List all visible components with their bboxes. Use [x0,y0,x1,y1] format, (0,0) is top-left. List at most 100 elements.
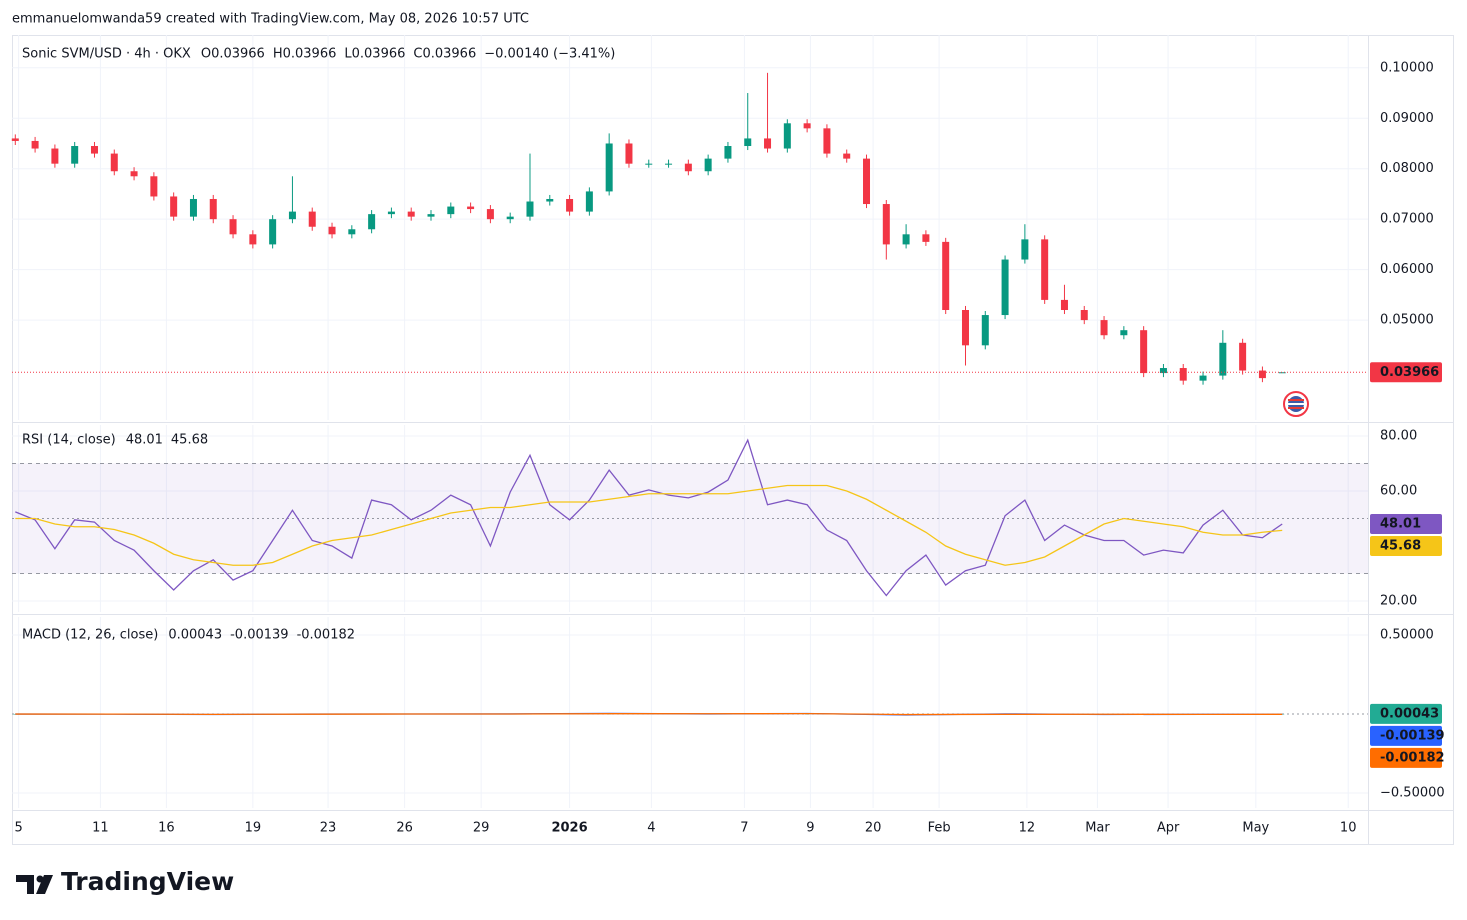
y-tick-label: 0.07000 [1380,212,1434,227]
legend-ohlc-value: 0.03966 [352,47,406,62]
y-tick-label: 0.06000 [1380,262,1434,277]
candle-body [684,163,692,172]
x-tick-label: 4 [647,821,655,836]
candle-body [71,146,79,164]
legend-ohlc-label: C [413,47,422,62]
candle-body [90,146,98,154]
candle-body [269,219,277,245]
candle-body [823,128,831,154]
value-tag-bg [1370,747,1442,768]
candle-body [447,206,455,215]
candle-body [665,163,673,165]
logo-text: TradingView [61,867,234,896]
candle-body [467,206,475,210]
y-tick-label: 0.08000 [1380,161,1434,176]
candle-body [1041,239,1049,300]
candle-body [427,214,435,217]
y-tick-label: 0.50000 [1380,628,1434,643]
x-tick-label: May [1242,821,1269,836]
candle-body [902,234,910,245]
candle-body [1060,299,1068,310]
value-tag: -0.00139 [1380,728,1445,743]
rsi-band [12,463,1368,574]
candle-body [407,211,415,217]
candle-body [368,214,376,230]
value-tag-bg [1370,725,1442,746]
candle-body [942,241,950,310]
candle-body [1080,310,1088,321]
y-tick-label: 0.10000 [1380,60,1434,75]
x-tick-label: 20 [865,821,882,836]
candle-body [229,219,237,235]
x-tick-label: 5 [14,821,22,836]
legend-ohlc-value: 0.03966 [211,47,265,62]
candle-body [150,176,158,197]
candle-body [605,143,613,192]
candle-body [764,138,772,149]
candle-body [882,204,890,245]
candle-body [1001,259,1009,316]
candle-body [308,211,316,227]
candle-body [645,163,653,165]
value-tag: -0.00182 [1380,750,1445,765]
candle-body [51,148,59,164]
candle-body [1140,330,1148,374]
candle-body [744,138,752,147]
candle-body [348,229,356,235]
candle-body [249,234,257,245]
y-tick-label: −0.50000 [1380,785,1445,800]
x-tick-label: Apr [1157,821,1180,836]
candle-body [546,198,554,202]
legend-value: -0.00139 [230,628,288,643]
x-tick-label: 2026 [551,821,587,836]
candle-body [486,209,494,220]
candle-body [288,211,296,220]
x-tick-label: 26 [396,821,413,836]
candle-body [1159,368,1167,374]
candle-body [566,198,574,212]
candle-body [843,153,851,159]
candle-body [11,138,19,141]
x-tick-label: 11 [92,821,109,836]
candle-body [1021,239,1029,260]
y-tick-label: 20.00 [1380,594,1417,609]
candle-body [1239,342,1247,371]
candle-body [625,143,633,164]
candle-body [981,315,989,346]
x-tick-label: 16 [158,821,175,836]
x-tick-label: Feb [928,821,951,836]
x-tick-label: 7 [740,821,748,836]
candle-body [130,171,138,177]
candle-body [1199,375,1207,381]
candle-body [31,140,39,149]
flag-icon [1283,391,1309,417]
frame [12,35,1454,845]
legend-title: MACD (12, 26, close) [22,628,158,643]
legend-ohlc-value: 0.03966 [283,47,337,62]
candle-body [328,226,336,235]
candle-body [506,216,514,220]
series-line [15,484,1283,566]
y-tick-label: 0.09000 [1380,111,1434,126]
legend-value: 48.01 [126,433,163,448]
legend-ohlc-label: H [273,47,283,62]
value-tag-bg [1370,535,1442,556]
legend-ohlc-label: L [344,47,352,62]
candle-body [585,191,593,212]
x-tick-label: 23 [320,821,337,836]
x-tick-label: 12 [1019,821,1036,836]
y-tick-label: 60.00 [1380,484,1417,499]
value-tag: 0.00043 [1380,706,1439,721]
candle-body [961,310,969,346]
logo-icon [16,875,53,894]
candle-body [1219,342,1227,376]
candle-body [1179,368,1187,381]
candle-body [1100,320,1108,336]
candle-body [863,158,871,205]
value-tag-bg [1370,703,1442,724]
value-tag-bg [1370,513,1442,534]
x-tick-label: 19 [245,821,262,836]
legend-value: 0.00043 [168,628,222,643]
y-tick-label: 0.05000 [1380,313,1434,328]
